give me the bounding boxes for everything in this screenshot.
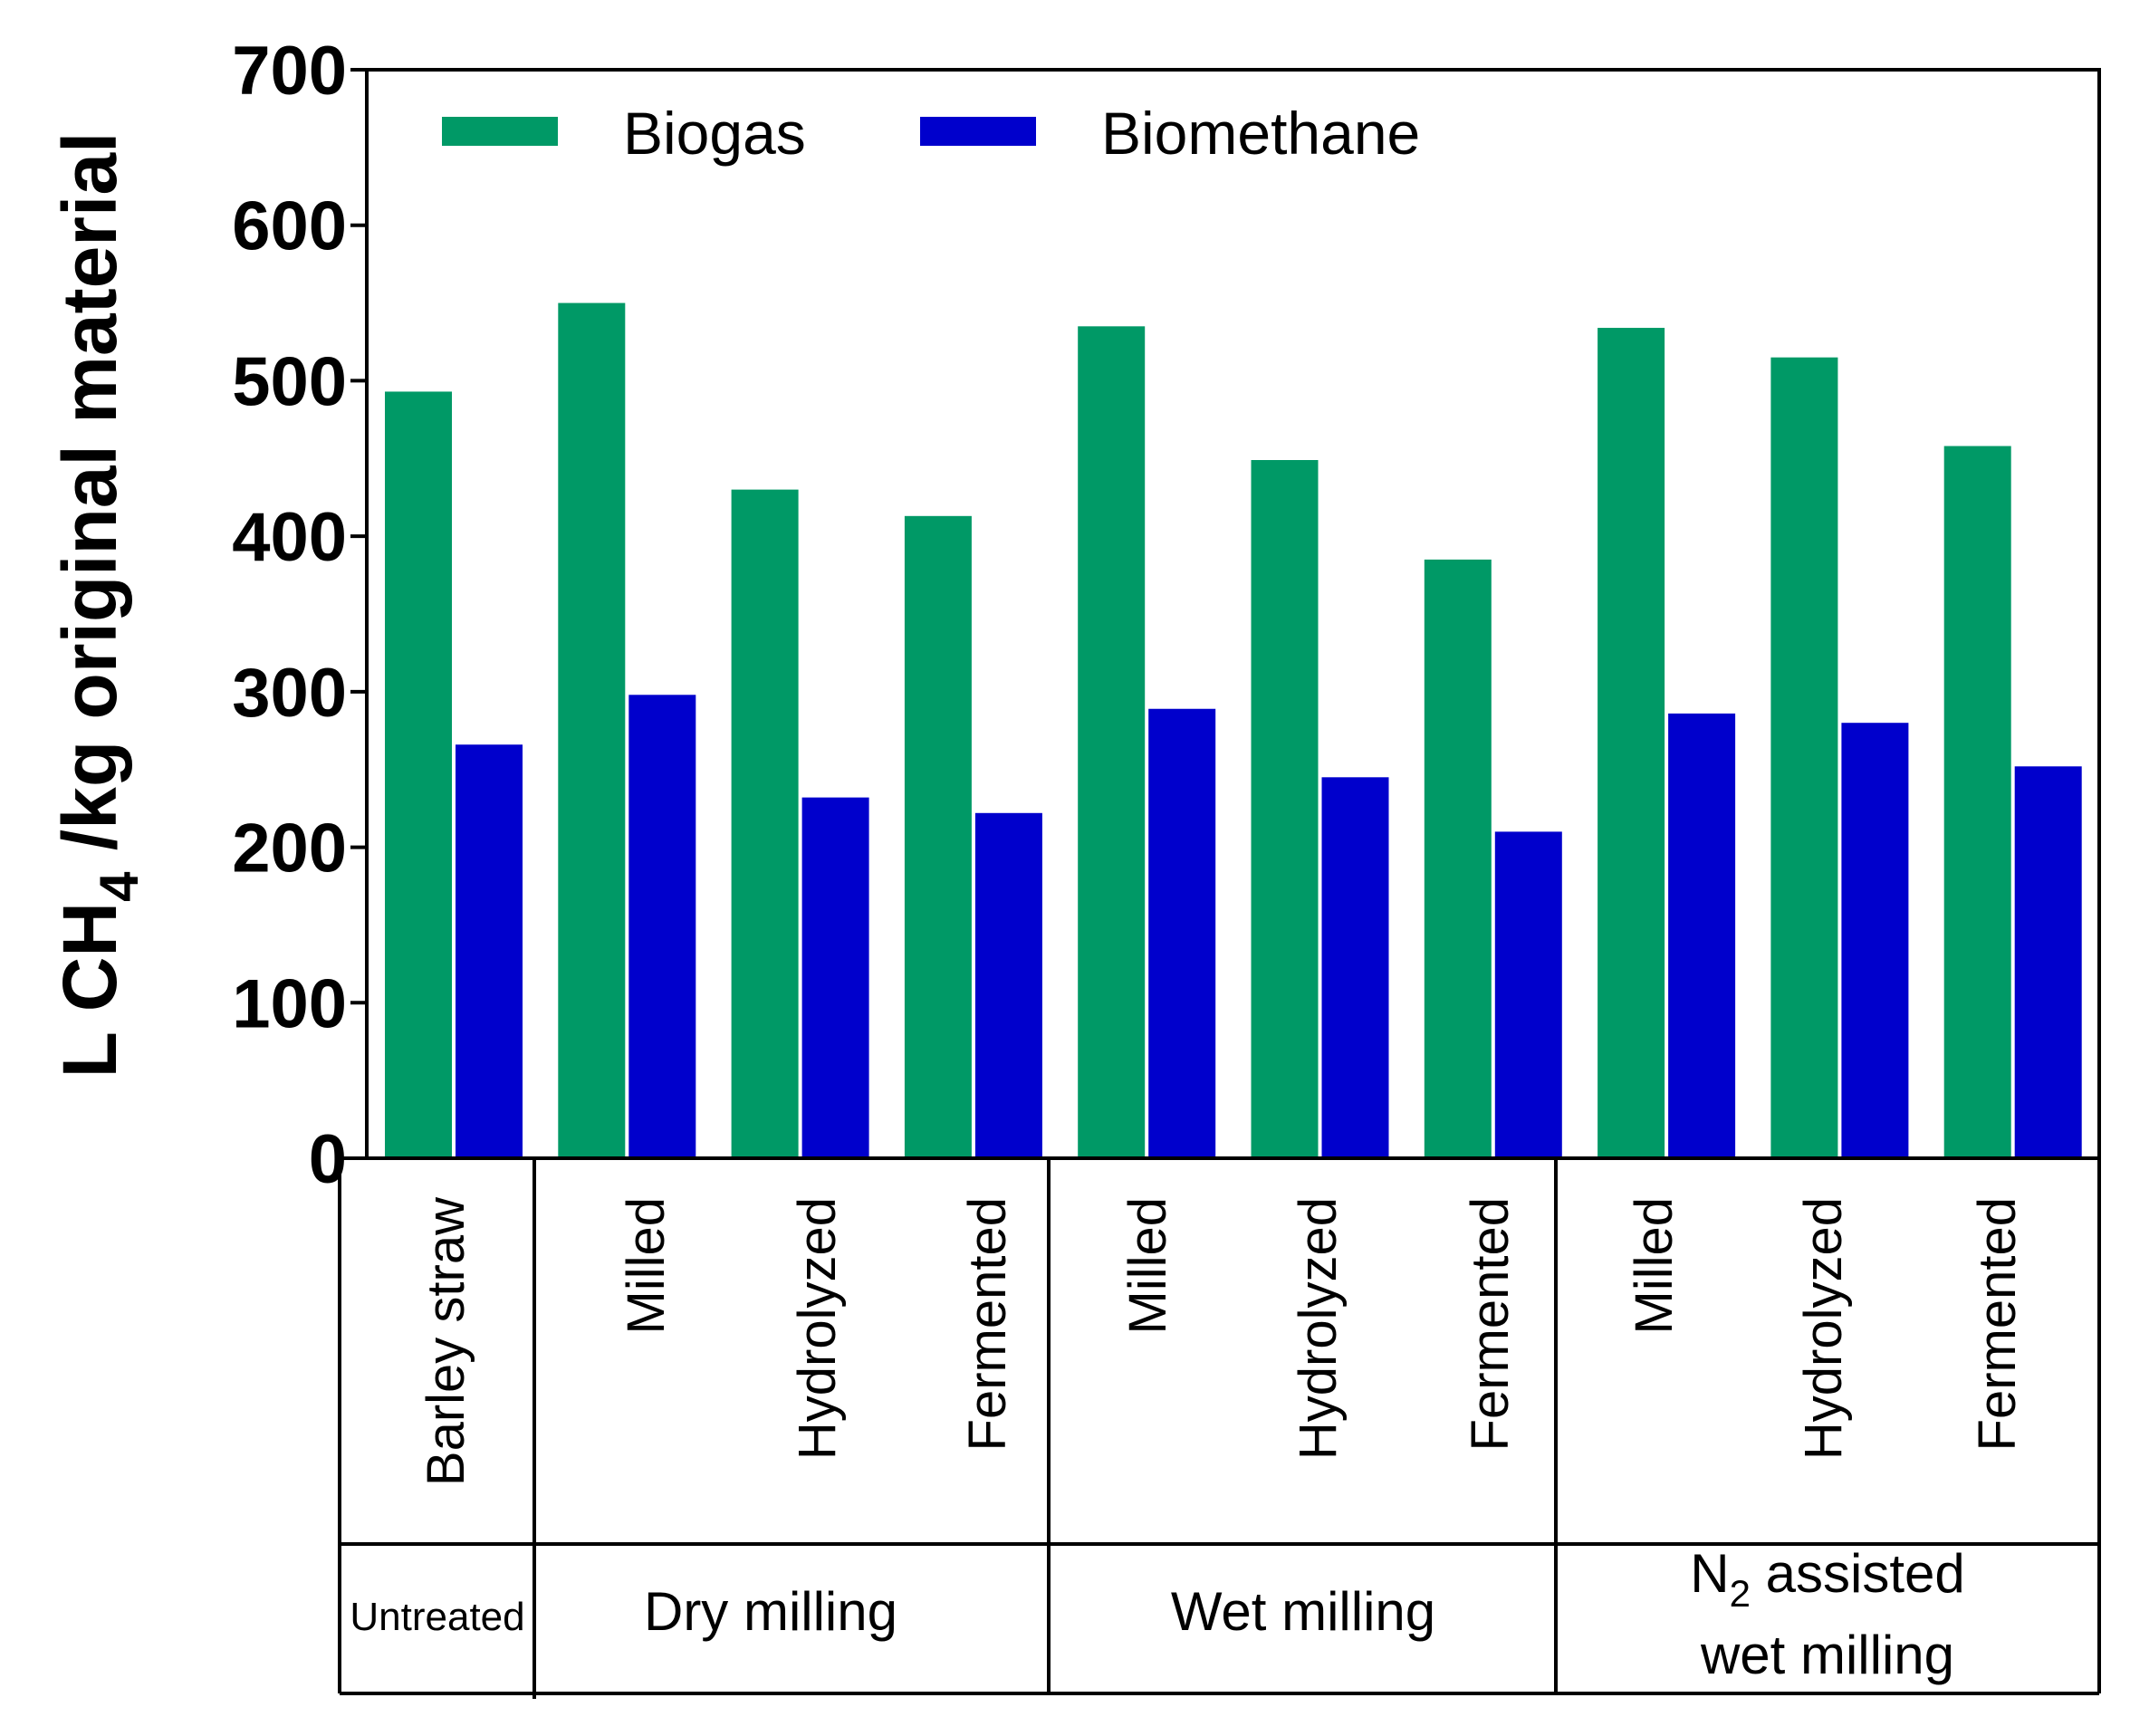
bar-biogas-7 xyxy=(1598,328,1665,1158)
category-label: Fermented xyxy=(958,1197,1017,1451)
bar-biomethane-5 xyxy=(1321,777,1389,1158)
category-label: Fermented xyxy=(1968,1197,2027,1451)
y-tick-label: 700 xyxy=(232,33,347,110)
bar-biomethane-9 xyxy=(2014,766,2082,1158)
legend-swatch-biomethane xyxy=(920,117,1036,146)
legend-label-biogas: Biogas xyxy=(623,100,806,167)
bar-biomethane-1 xyxy=(628,695,696,1158)
plot-border xyxy=(365,68,2101,1160)
bar-biomethane-6 xyxy=(1494,831,1562,1158)
category-label: Barley straw xyxy=(417,1196,475,1486)
bar-biomethane-7 xyxy=(1668,713,1736,1158)
group-label-line2: wet milling xyxy=(1700,1625,1954,1685)
y-axis-title-group: L CH4 /kg original material xyxy=(47,132,149,1079)
bar-biogas-0 xyxy=(385,391,452,1158)
category-label: Hydrolyzed xyxy=(1794,1197,1853,1460)
bar-biomethane-0 xyxy=(456,744,523,1158)
category-label: Fermented xyxy=(1461,1197,1520,1451)
y-tick-label: 200 xyxy=(232,810,347,887)
category-label: Hydrolyzed xyxy=(788,1197,847,1460)
bar-biogas-5 xyxy=(1251,460,1319,1158)
bar-biogas-9 xyxy=(1943,446,2011,1158)
category-label: Milled xyxy=(617,1197,676,1335)
bar-biogas-8 xyxy=(1770,357,1838,1159)
bar-biogas-6 xyxy=(1424,559,1492,1158)
bar-biomethane-4 xyxy=(1148,708,1216,1158)
group-label-part: N xyxy=(1690,1543,1729,1604)
group-label: Wet milling xyxy=(1171,1581,1435,1642)
group-label: Untreated xyxy=(350,1595,524,1639)
y-tick-label: 600 xyxy=(232,188,347,265)
y-tick-label: 500 xyxy=(232,343,347,420)
category-label: Milled xyxy=(1118,1197,1177,1335)
group-label-line1: N2 assisted xyxy=(1690,1543,1964,1615)
category-label: Hydrolyzed xyxy=(1289,1197,1348,1460)
bar-biomethane-8 xyxy=(1841,723,1909,1158)
legend-swatch-biogas xyxy=(442,117,558,146)
y-tick-label: 100 xyxy=(232,965,347,1042)
plot-frame xyxy=(365,68,2101,1160)
bar-biogas-3 xyxy=(904,515,972,1158)
group-label-subscript: 2 xyxy=(1730,1572,1751,1615)
bar-biogas-2 xyxy=(731,489,799,1158)
group-label: Dry milling xyxy=(644,1581,897,1642)
legend: Biogas Biomethane xyxy=(442,100,1420,167)
category-table: Barley straw Milled Hydrolyzed Fermented Mil… xyxy=(338,1156,2101,1699)
category-label: Milled xyxy=(1625,1197,1684,1335)
bar-biomethane-2 xyxy=(801,797,869,1158)
y-axis-title: L CH4 /kg original material xyxy=(47,132,149,1079)
y-tick-label: 400 xyxy=(232,499,347,576)
bar-biomethane-3 xyxy=(974,812,1042,1158)
y-tick-label: 300 xyxy=(232,655,347,732)
bar-biogas-1 xyxy=(558,302,626,1159)
bars xyxy=(385,302,2082,1159)
legend-label-biomethane: Biomethane xyxy=(1101,100,1420,167)
bar-biogas-4 xyxy=(1078,326,1146,1158)
group-label-part: assisted xyxy=(1751,1543,1965,1604)
